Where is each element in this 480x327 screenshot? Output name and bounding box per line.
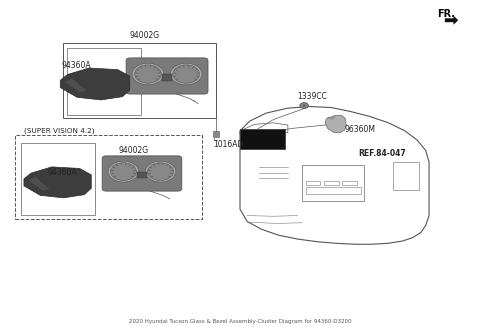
Circle shape (170, 63, 202, 85)
Bar (63, 43, 216, 118)
Bar (67, 48, 141, 115)
Polygon shape (60, 68, 130, 100)
Text: 94360A: 94360A (47, 168, 77, 177)
Text: 94002G: 94002G (129, 31, 159, 40)
Bar (324, 181, 338, 185)
Circle shape (134, 65, 161, 83)
Bar (306, 187, 361, 195)
Bar (306, 181, 321, 185)
Bar (302, 165, 364, 201)
Circle shape (303, 105, 306, 107)
Text: (SUPER VISION 4.2): (SUPER VISION 4.2) (24, 128, 94, 134)
Bar (240, 129, 286, 149)
Polygon shape (325, 115, 346, 133)
Circle shape (110, 163, 136, 181)
Bar (162, 74, 172, 81)
Polygon shape (29, 177, 49, 191)
Circle shape (108, 161, 139, 182)
Polygon shape (445, 16, 458, 25)
Circle shape (173, 65, 200, 83)
Text: 94002G: 94002G (119, 146, 149, 155)
FancyBboxPatch shape (102, 156, 182, 191)
Polygon shape (24, 167, 91, 198)
Circle shape (145, 161, 176, 182)
Polygon shape (329, 115, 336, 120)
Bar (15, 135, 202, 219)
Text: 1016AD: 1016AD (214, 140, 244, 149)
Circle shape (147, 163, 174, 181)
Bar (393, 162, 420, 190)
Circle shape (132, 63, 164, 85)
Polygon shape (65, 78, 86, 93)
Text: REF.84-047: REF.84-047 (359, 149, 407, 158)
Text: 1339CC: 1339CC (298, 92, 327, 101)
Bar (213, 131, 219, 137)
Circle shape (300, 103, 309, 109)
Text: 2020 Hyundai Tucson Glass & Bezel Assembly-Cluster Diagram for 94360-D3200: 2020 Hyundai Tucson Glass & Bezel Assemb… (129, 319, 351, 324)
Text: 96360M: 96360M (344, 126, 375, 134)
Bar (342, 181, 357, 185)
Bar (137, 172, 146, 178)
Text: FR.: FR. (437, 9, 456, 19)
Bar (21, 143, 95, 215)
Text: 94360A: 94360A (62, 61, 92, 70)
FancyBboxPatch shape (126, 58, 208, 94)
